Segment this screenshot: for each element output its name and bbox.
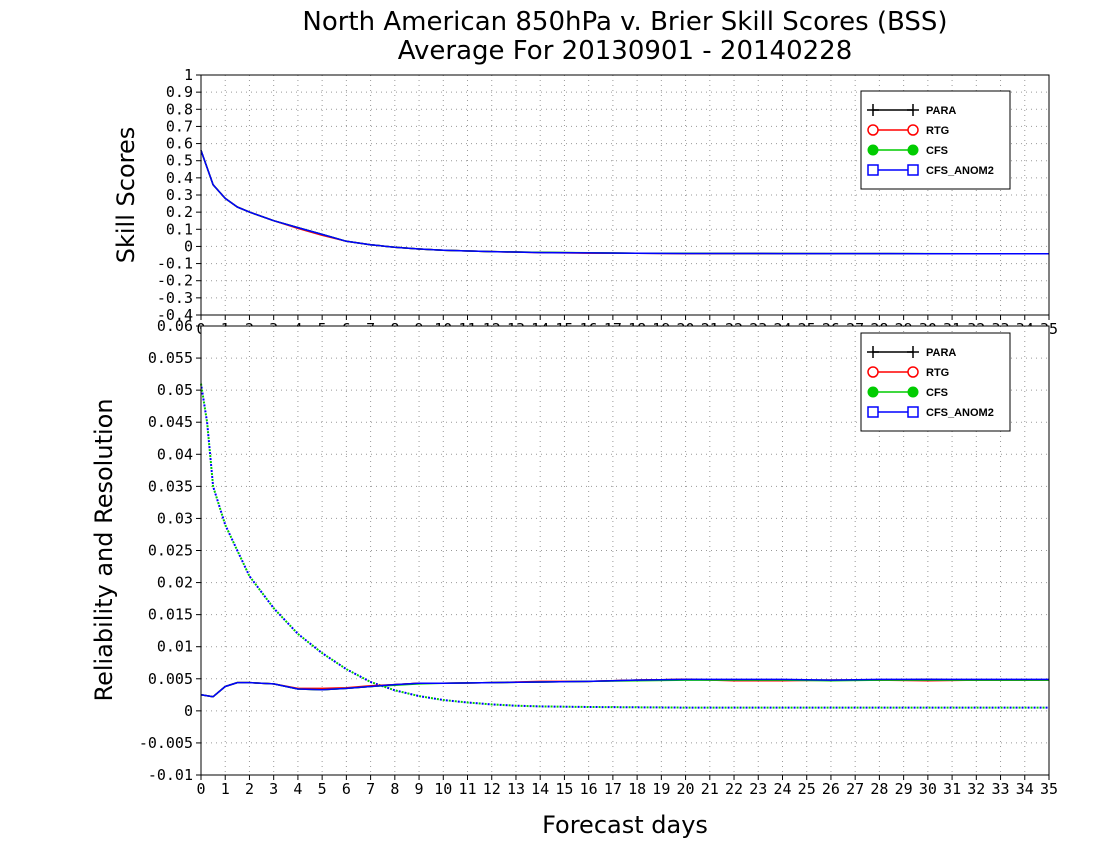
x-tick-label: 16 [580,780,598,798]
x-tick-label: 20 [677,780,695,798]
bottom-y-axis-label: Reliability and Resolution [90,398,118,701]
series-line-cfs_anom2 [200,678,1049,698]
y-tick-label: 0.02 [157,574,193,592]
legend-marker [907,164,919,176]
legend-box [860,332,1011,432]
y-tick-label: -0.2 [157,272,193,290]
x-tick-label: 34 [1016,780,1034,798]
x-tick-label: 5 [318,780,327,798]
legend-label-rtg: RTG [926,125,949,137]
y-tick-label: 0.055 [148,349,193,367]
legend-marker [907,144,919,156]
x-tick-label: 17 [604,780,622,798]
legend-marker [867,386,879,398]
y-tick-label: -0.005 [139,734,193,752]
y-tick-label: -0.01 [148,766,193,784]
y-tick-label: 0.035 [148,477,193,495]
y-tick-label: -0.3 [157,289,193,307]
skill-scores-panel: 10.90.80.70.60.50.40.30.20.10-0.1-0.2-0.… [157,66,1058,338]
legend-marker [867,164,879,176]
x-tick-label: 27 [846,780,864,798]
y-tick-label: 0.015 [148,606,193,624]
legend-marker [867,366,879,378]
x-tick-label: 18 [628,780,646,798]
x-tick-label: 19 [652,780,670,798]
legend-box [860,90,1011,190]
legend-label-cfs: CFS [926,387,948,399]
y-tick-label: 0.05 [157,381,193,399]
y-tick-label: 0.5 [166,152,193,170]
x-tick-label: 35 [1040,780,1058,798]
x-tick-label: 24 [773,780,791,798]
legend-marker [907,406,919,418]
x-tick-label: 26 [822,780,840,798]
x-tick-label: 21 [701,780,719,798]
y-tick-label: 0.045 [148,413,193,431]
y-tick-label: 0.9 [166,83,193,101]
x-tick-label: 32 [967,780,985,798]
x-tick-label: 7 [366,780,375,798]
x-tick-label: 8 [390,780,399,798]
x-tick-label: 13 [507,780,525,798]
x-tick-label: 11 [458,780,476,798]
y-tick-label: 0.06 [157,317,193,335]
legend-label-cfs: CFS [926,145,948,157]
top-y-axis-label: Skill Scores [112,127,140,264]
dotted-series-line [200,383,1049,709]
x-tick-label: 22 [725,780,743,798]
x-tick-label: 2 [245,780,254,798]
chart-title-line1: North American 850hPa v. Brier Skill Sco… [302,7,947,37]
y-tick-label: 0.6 [166,135,193,153]
x-tick-label: 4 [293,780,302,798]
x-tick-label: 14 [531,780,549,798]
y-tick-label: 0.01 [157,638,193,656]
legend-marker [907,386,919,398]
legend-label-rtg: RTG [926,367,949,379]
x-tick-label: 29 [895,780,913,798]
x-tick-label: 25 [798,780,816,798]
y-tick-label: 0.025 [148,542,193,560]
legend-label-para: PARA [926,105,956,117]
y-tick-label: 0.2 [166,203,193,221]
x-tick-label: 31 [943,780,961,798]
chart-title-line2: Average For 20130901 - 20140228 [398,36,853,66]
y-tick-label: 0 [184,237,193,255]
y-tick-label: -0.4 [157,306,193,324]
y-tick-label: 0.005 [148,670,193,688]
y-tick-label: 0.04 [157,445,193,463]
y-tick-label: 0.03 [157,509,193,527]
x-tick-label: 6 [342,780,351,798]
x-tick-label: 33 [992,780,1010,798]
x-tick-label: 10 [434,780,452,798]
legend-label-cfs_anom2: CFS_ANOM2 [926,165,994,177]
y-tick-label: 0.3 [166,186,193,204]
y-tick-label: 0 [184,702,193,720]
legend-label-cfs_anom2: CFS_ANOM2 [926,407,994,419]
x-tick-label: 0 [196,780,205,798]
x-axis-label: Forecast days [542,811,708,839]
legend-marker [867,124,879,136]
legend-marker [907,366,919,378]
x-tick-label: 30 [919,780,937,798]
legend-marker [867,144,879,156]
y-tick-label: 0.7 [166,117,193,135]
x-tick-label: 9 [415,780,424,798]
legend-marker [907,124,919,136]
x-tick-label: 12 [483,780,501,798]
x-tick-label: 3 [269,780,278,798]
x-tick-label: 28 [870,780,888,798]
y-tick-label: 0.4 [166,169,193,187]
x-tick-label: 1 [221,780,230,798]
y-tick-label: 1 [184,66,193,84]
y-tick-label: 0.8 [166,100,193,118]
x-tick-label: 15 [555,780,573,798]
y-tick-label: 0.1 [166,220,193,238]
y-tick-label: -0.1 [157,255,193,273]
x-tick-label: 23 [749,780,767,798]
reliability-resolution-panel: 0.060.0550.050.0450.040.0350.030.0250.02… [139,317,1058,798]
legend-label-para: PARA [926,347,956,359]
legend-marker [867,406,879,418]
series-line-cfs_anom2 [200,150,1049,255]
